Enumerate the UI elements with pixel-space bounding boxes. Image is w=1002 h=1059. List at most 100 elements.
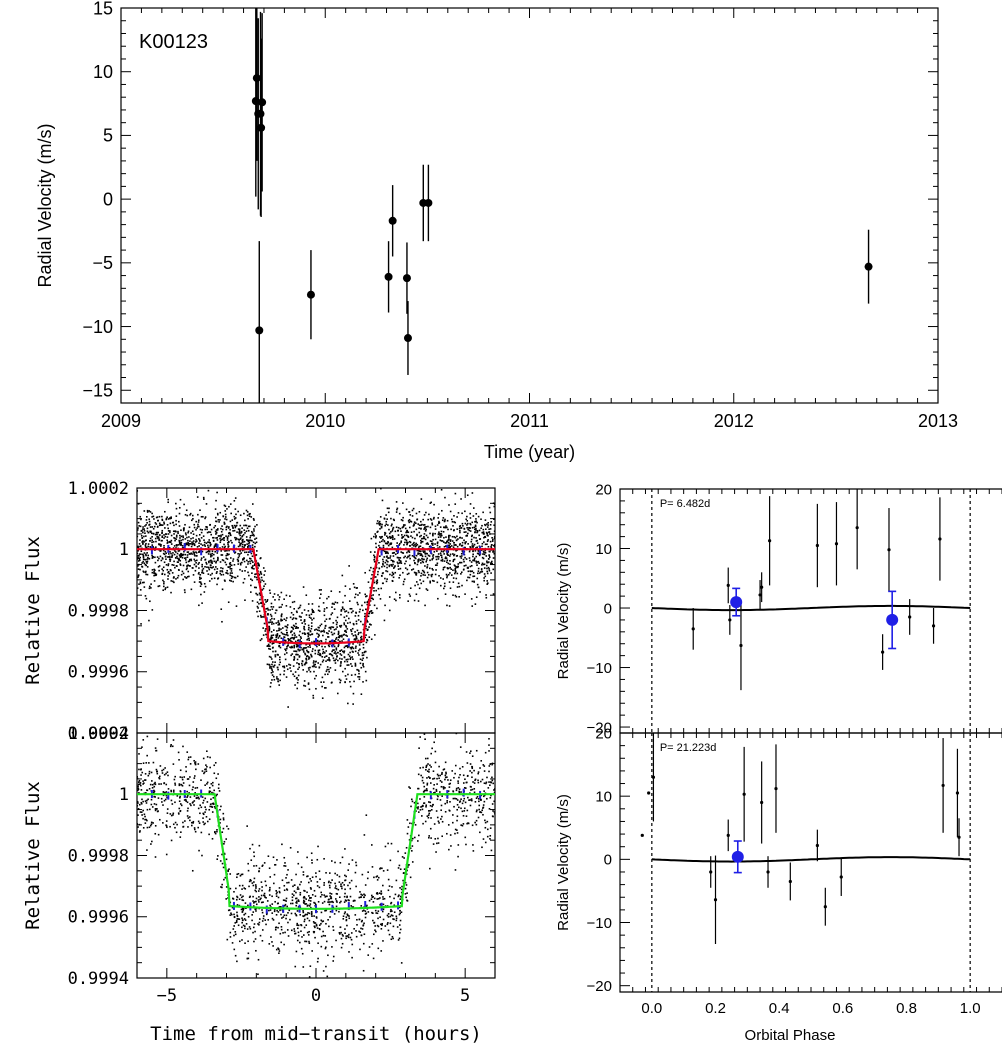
flux-point — [388, 528, 390, 531]
flux-point — [403, 578, 406, 581]
flux-point — [404, 538, 406, 541]
flux-point — [145, 535, 147, 537]
flux-point — [297, 607, 300, 610]
flux-point — [451, 520, 454, 523]
flux-point — [206, 750, 208, 753]
flux-point — [295, 622, 297, 625]
flux-point — [290, 670, 292, 672]
flux-point — [415, 522, 417, 525]
flux-point — [308, 626, 310, 629]
flux-point — [294, 640, 297, 643]
flux-point — [268, 621, 270, 624]
flux-point — [166, 539, 169, 542]
flux-point — [242, 559, 244, 561]
flux-point — [237, 556, 240, 559]
flux-point — [241, 541, 244, 543]
flux-point — [269, 638, 272, 640]
flux-point — [169, 530, 171, 532]
flux-point — [488, 770, 490, 773]
flux-point — [323, 900, 326, 903]
flux-point — [411, 845, 414, 847]
flux-point — [144, 546, 147, 548]
flux-point — [278, 890, 281, 893]
flux-point — [164, 550, 167, 553]
flux-point — [214, 761, 217, 764]
flux-point — [330, 901, 332, 903]
flux-point — [299, 630, 301, 633]
flux-point — [205, 563, 208, 565]
flux-point — [271, 903, 274, 905]
flux-point — [355, 861, 357, 864]
flux-point — [238, 553, 241, 555]
flux-point — [291, 618, 294, 621]
flux-point — [164, 535, 167, 538]
flux-point — [181, 570, 184, 573]
flux-point — [210, 555, 212, 558]
flux-point — [207, 567, 210, 569]
flux-point — [405, 531, 407, 534]
flux-point — [455, 798, 458, 800]
flux-point — [429, 764, 431, 767]
flux-point — [447, 790, 450, 792]
flux-point — [308, 899, 310, 902]
flux-point — [276, 891, 278, 894]
flux-point — [255, 592, 257, 595]
flux-point — [305, 659, 308, 661]
flux-point — [469, 763, 472, 765]
flux-point — [204, 585, 207, 588]
flux-point — [217, 557, 219, 560]
flux-point — [347, 869, 350, 871]
flux-point — [247, 571, 249, 574]
flux-point — [429, 526, 432, 529]
flux-point — [411, 515, 414, 517]
flux-point — [452, 577, 455, 579]
flux-point — [277, 629, 280, 632]
flux-point — [155, 808, 157, 810]
flux-point — [224, 545, 226, 548]
flux-point — [343, 616, 346, 619]
flux-point — [304, 652, 306, 655]
flux-point — [332, 925, 334, 928]
flux-point — [293, 644, 296, 647]
flux-point — [348, 881, 351, 884]
flux-point — [473, 558, 476, 561]
flux-point — [422, 561, 425, 564]
flux-point — [297, 906, 300, 908]
flux-point — [258, 564, 260, 567]
flux-point — [486, 828, 489, 831]
flux-point — [252, 541, 255, 544]
flux-point — [356, 587, 358, 589]
flux-point — [137, 787, 139, 789]
flux-point — [303, 609, 306, 611]
flux-point — [341, 887, 343, 890]
flux-point — [350, 611, 353, 614]
flux-point — [252, 931, 254, 934]
flux-point — [485, 781, 488, 784]
flux-point — [224, 513, 227, 516]
flux-point — [154, 796, 156, 798]
flux-point — [479, 571, 482, 573]
flux-point — [444, 542, 447, 544]
flux-point — [471, 788, 474, 791]
flux-point — [184, 553, 187, 556]
flux-point — [330, 631, 333, 634]
y-tick-label: −15 — [82, 381, 113, 401]
flux-point — [318, 870, 321, 873]
flux-point — [341, 670, 344, 673]
flux-point — [267, 643, 270, 646]
flux-point — [280, 926, 283, 928]
flux-point — [349, 651, 351, 654]
flux-point — [432, 778, 434, 780]
flux-point — [213, 577, 216, 580]
flux-point — [426, 563, 429, 566]
flux-point — [360, 636, 362, 639]
flux-point — [165, 794, 168, 797]
flux-point — [337, 645, 340, 648]
flux-point — [205, 503, 208, 505]
flux-point — [361, 604, 363, 607]
flux-point — [489, 550, 491, 553]
flux-point — [437, 536, 440, 539]
flux-point — [364, 612, 366, 615]
flux-point — [198, 545, 200, 547]
flux-point — [461, 810, 464, 813]
